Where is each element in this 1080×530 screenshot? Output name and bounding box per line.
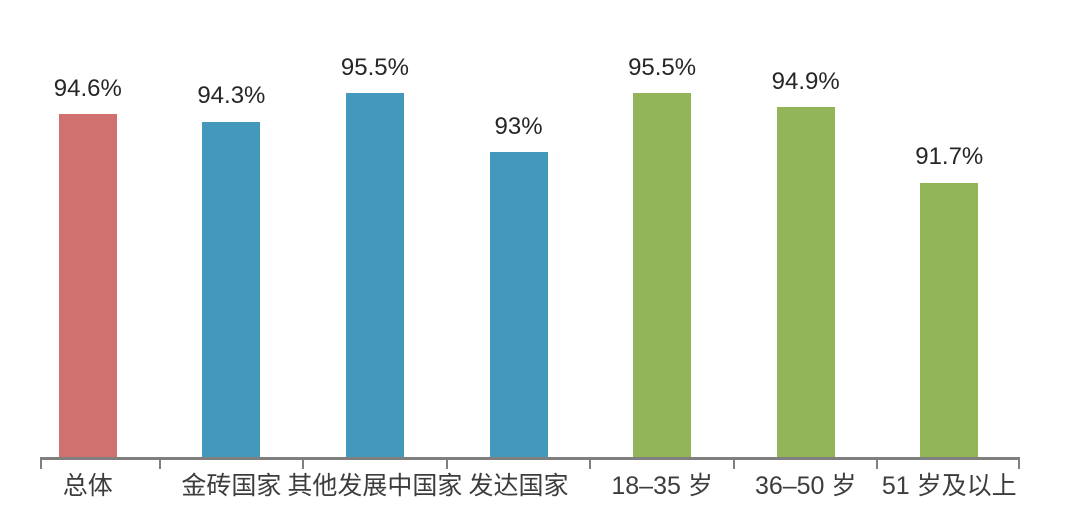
- bar-value-label: 94.3%: [197, 81, 266, 109]
- category-slot: 95.5% 18–35 岁: [590, 0, 734, 500]
- category-slot: 94.9% 36–50 岁: [734, 0, 878, 500]
- bar-value-label: 94.9%: [771, 67, 840, 95]
- x-axis-label: 总体: [62, 472, 113, 500]
- bar: [202, 121, 261, 459]
- category-slot: 95.5% 其他发展中国家: [287, 0, 462, 500]
- bar-value-label: 91.7%: [915, 143, 984, 171]
- bar: [633, 93, 692, 459]
- category-slot: 94.6% 总体: [16, 0, 160, 500]
- axis-tick: [445, 457, 448, 469]
- axis-tick: [40, 457, 42, 469]
- x-axis-label: 其他发展中国家: [287, 472, 463, 500]
- bar-value-label: 93%: [494, 112, 543, 140]
- x-axis-label: 36–50 岁: [754, 472, 857, 500]
- plot-area: 94.6% 总体 94.3% 金砖国家 95.5% 其他发展中国家 93% 发达国家 95.5%…: [16, 0, 1021, 500]
- bar: [489, 152, 548, 459]
- bar: [345, 93, 404, 459]
- category-slot: 91.7% 51 岁及以上: [877, 0, 1021, 500]
- x-axis-label: 金砖国家: [181, 472, 282, 500]
- axis-tick: [876, 457, 879, 469]
- axis-tick: [732, 457, 735, 469]
- axis-tick: [1018, 457, 1020, 469]
- axis-tick: [589, 457, 592, 469]
- x-axis-label: 51 岁及以上: [881, 472, 1017, 500]
- bar: [920, 182, 979, 459]
- axis-tick: [158, 457, 161, 469]
- bar: [58, 114, 117, 459]
- category-slot: 93% 发达国家: [447, 0, 591, 500]
- x-axis-label: 18–35 岁: [611, 472, 713, 500]
- x-axis-line: [40, 457, 1020, 460]
- bar-value-label: 95.5%: [628, 53, 697, 81]
- axis-tick: [302, 457, 305, 469]
- bar-value-label: 95.5%: [340, 53, 409, 81]
- category-slot: 94.3% 金砖国家: [160, 0, 304, 500]
- bar: [776, 107, 835, 459]
- bar-value-label: 94.6%: [53, 74, 122, 102]
- x-axis-label: 发达国家: [468, 472, 569, 500]
